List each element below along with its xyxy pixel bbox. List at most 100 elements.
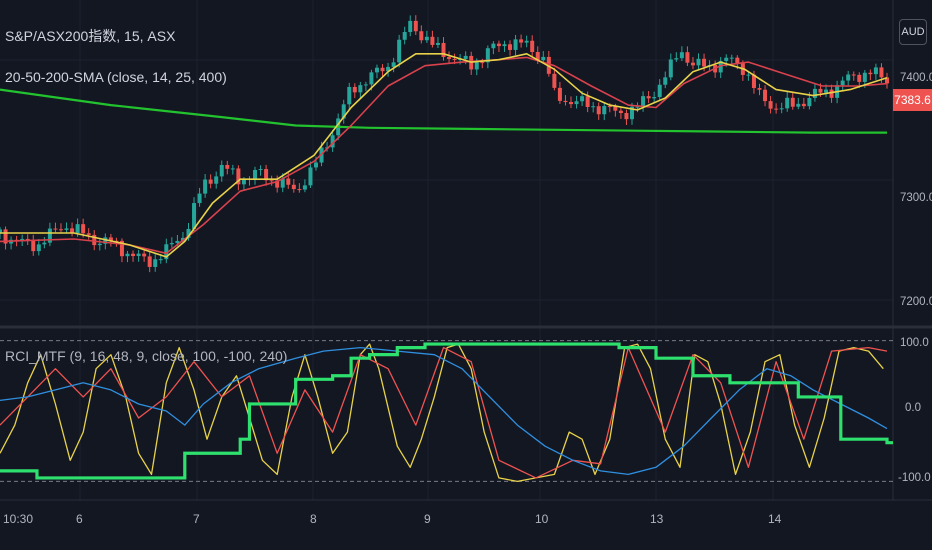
candle-body bbox=[602, 106, 607, 115]
time-label-8: 8 bbox=[310, 512, 317, 526]
symbol-legend[interactable]: S&P/ASX200指数, 15, ASX bbox=[5, 28, 176, 44]
candle-body bbox=[496, 43, 501, 47]
candle-body bbox=[724, 57, 729, 61]
candle-body bbox=[718, 60, 723, 73]
candle-body bbox=[746, 74, 751, 76]
rci-indicator-legend[interactable]: RCI_MTF (9, 16, 48, 9, close, 100, -100,… bbox=[5, 348, 288, 364]
candle-body bbox=[801, 103, 806, 107]
candle-body bbox=[413, 20, 418, 32]
candle-body bbox=[829, 89, 834, 98]
candle-body bbox=[75, 224, 80, 234]
candle-body bbox=[635, 106, 640, 108]
candle-body bbox=[402, 32, 407, 40]
candle-body bbox=[103, 237, 108, 244]
candle-body bbox=[81, 224, 86, 234]
candle-body bbox=[607, 106, 612, 108]
candle-body bbox=[20, 238, 25, 241]
rci-tick-0: 0.0 bbox=[905, 402, 921, 414]
sma-indicator-legend[interactable]: 20-50-200-SMA (close, 14, 25, 400) bbox=[5, 69, 227, 85]
candle-body bbox=[186, 228, 191, 238]
candle-body bbox=[535, 52, 540, 61]
rci-line-rci-short bbox=[0, 343, 884, 483]
candle-body bbox=[729, 57, 734, 59]
candle-body bbox=[785, 97, 790, 109]
candle-body bbox=[557, 87, 562, 101]
candle-body bbox=[70, 228, 75, 234]
candle-body bbox=[807, 97, 812, 107]
candle-body bbox=[646, 96, 651, 99]
candle-body bbox=[358, 85, 363, 93]
sma-fast-line bbox=[0, 52, 888, 258]
candle-body bbox=[591, 106, 596, 108]
candle-body bbox=[569, 102, 574, 105]
candle-body bbox=[763, 89, 768, 102]
candle-body bbox=[397, 39, 402, 63]
candle-body bbox=[269, 180, 274, 182]
candle-body bbox=[857, 74, 862, 82]
candle-body bbox=[585, 96, 590, 107]
candle-body bbox=[846, 74, 851, 81]
candle-body bbox=[142, 253, 147, 257]
candle-body bbox=[818, 88, 823, 93]
candle-body bbox=[313, 162, 318, 168]
candle-body bbox=[391, 62, 396, 67]
candle-body bbox=[280, 178, 285, 188]
candle-body bbox=[369, 72, 374, 85]
candle-body bbox=[580, 96, 585, 102]
candle-body bbox=[330, 135, 335, 148]
time-label-9: 9 bbox=[424, 512, 431, 526]
candle-body bbox=[169, 243, 174, 245]
candle-body bbox=[435, 42, 440, 45]
candle-body bbox=[885, 77, 889, 84]
candle-body bbox=[768, 101, 773, 109]
candle-body bbox=[519, 39, 524, 43]
candle-body bbox=[541, 56, 546, 61]
candle-body bbox=[108, 237, 113, 241]
candle-body bbox=[197, 193, 202, 204]
candle-body bbox=[530, 40, 535, 53]
candle-body bbox=[474, 62, 479, 70]
candle-body bbox=[175, 240, 180, 244]
candle-body bbox=[97, 243, 102, 246]
candle-body bbox=[136, 253, 141, 257]
candle-body bbox=[513, 39, 518, 50]
price-tick-7400: 7400.0 bbox=[900, 72, 932, 84]
candle-body bbox=[491, 43, 496, 49]
candle-body bbox=[735, 57, 740, 64]
candle-body bbox=[64, 228, 69, 230]
candle-body bbox=[790, 97, 795, 107]
time-label-10: 10 bbox=[535, 512, 549, 526]
candle-body bbox=[685, 52, 690, 63]
candle-body bbox=[341, 104, 346, 119]
candle-body bbox=[352, 86, 357, 93]
candle-body bbox=[824, 89, 829, 93]
candle-body bbox=[158, 259, 163, 261]
candle-body bbox=[702, 58, 707, 67]
candle-body bbox=[58, 229, 63, 231]
candle-body bbox=[796, 103, 801, 107]
candle-body bbox=[779, 108, 784, 110]
candle-body bbox=[114, 240, 119, 242]
candle-body bbox=[297, 189, 302, 191]
candle-body bbox=[264, 169, 269, 181]
candle-body bbox=[225, 164, 230, 169]
rci-mtf-step-line bbox=[0, 342, 893, 480]
time-label-13: 13 bbox=[650, 512, 664, 526]
candle-body bbox=[25, 238, 30, 240]
currency-button[interactable]: AUD bbox=[899, 19, 927, 45]
candle-body bbox=[230, 168, 235, 170]
candle-body bbox=[203, 179, 208, 194]
candle-body bbox=[386, 66, 391, 72]
time-label-7: 7 bbox=[193, 512, 200, 526]
price-tick-7200: 7200.0 bbox=[900, 296, 932, 308]
candle-body bbox=[92, 234, 97, 246]
candle-body bbox=[679, 52, 684, 59]
candle-body bbox=[696, 58, 701, 66]
candle-body bbox=[552, 73, 557, 88]
candle-body bbox=[131, 253, 136, 257]
candle-body bbox=[663, 77, 668, 85]
candle-body bbox=[812, 88, 817, 98]
candle-body bbox=[751, 74, 756, 89]
